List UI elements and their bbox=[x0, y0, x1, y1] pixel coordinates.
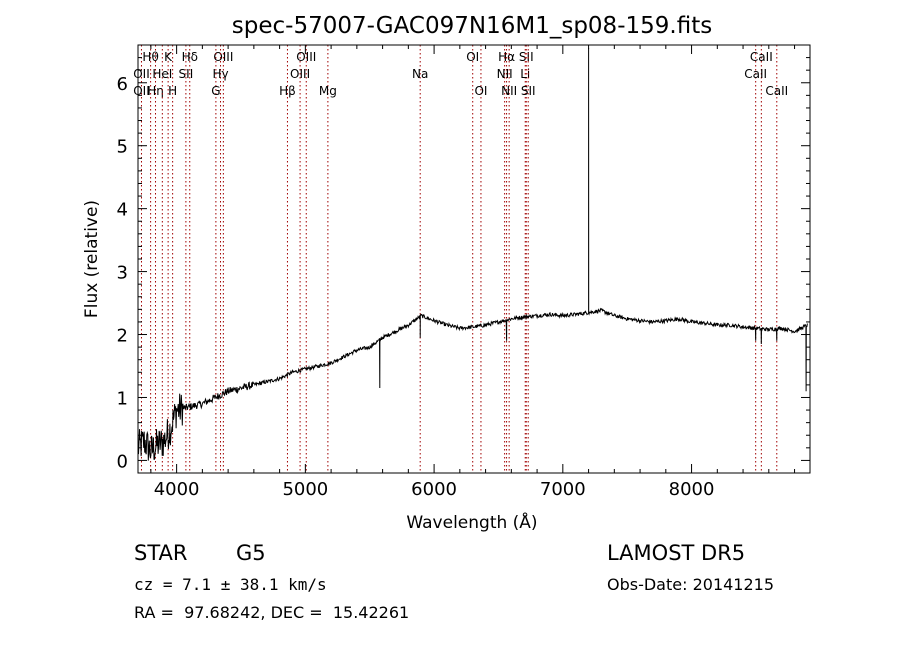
spectral-line-label: Li bbox=[520, 67, 530, 81]
y-tick-label: 3 bbox=[117, 263, 128, 284]
spectral-line-label: CaII bbox=[750, 50, 773, 64]
x-tick-label: 4000 bbox=[154, 479, 200, 500]
x-tick-label: 6000 bbox=[411, 479, 457, 500]
plot-frame bbox=[137, 44, 811, 474]
spectral-line-label: Hδ bbox=[182, 50, 198, 64]
spectral-line-label: K bbox=[164, 50, 173, 64]
object-type: STAR bbox=[134, 541, 188, 565]
x-axis-label: Wavelength (Å) bbox=[406, 511, 537, 533]
chart-title: spec-57007-GAC097N16M1_sp08-159.fits bbox=[232, 13, 712, 39]
radec-line: RA = 97.68242, DEC = 15.42261 bbox=[134, 603, 410, 622]
y-axis-ticks: 0 1 2 3 4 5 6 bbox=[117, 57, 810, 472]
spectral-line-label: CaII bbox=[744, 67, 767, 81]
spectrum-line bbox=[137, 48, 808, 461]
spectral-line-label: SII bbox=[521, 84, 536, 98]
spectral-line-label: OI bbox=[466, 50, 479, 64]
spectral-line-label: OI bbox=[474, 84, 487, 98]
spectral-line-label: Hη bbox=[147, 84, 164, 98]
spectral-line-label: Hβ bbox=[279, 84, 296, 98]
spectral-line-label: OIII bbox=[296, 50, 316, 64]
survey-name: LAMOST DR5 bbox=[607, 541, 746, 565]
y-tick-label: 1 bbox=[117, 388, 128, 409]
spectral-line-label: SII bbox=[519, 50, 534, 64]
x-tick-label: 5000 bbox=[282, 479, 328, 500]
spectral-line-label: NII bbox=[501, 84, 517, 98]
y-axis-label: Flux (relative) bbox=[82, 200, 102, 318]
spectral-line-label: OII bbox=[133, 84, 150, 98]
redshift-line: cz = 7.1 ± 38.1 km/s bbox=[134, 575, 327, 594]
y-tick-label: 4 bbox=[117, 200, 128, 221]
x-tick-label: 7000 bbox=[540, 479, 586, 500]
spectral-line-label: OIII bbox=[290, 67, 310, 81]
spectral-line-label: Na bbox=[412, 67, 428, 81]
spectral-line-label: H bbox=[168, 84, 177, 98]
subclass: G5 bbox=[236, 541, 266, 565]
spectral-line-label: G bbox=[211, 84, 220, 98]
spectral-line-label: Hα bbox=[498, 50, 515, 64]
spectrum-series bbox=[137, 48, 808, 461]
x-axis-ticks: 4000 5000 6000 7000 8000 bbox=[150, 45, 796, 500]
y-tick-label: 0 bbox=[117, 451, 128, 472]
spectral-line-label: OIII bbox=[213, 50, 233, 64]
x-tick-label: 8000 bbox=[669, 479, 715, 500]
obs-date-line: Obs-Date: 20141215 bbox=[607, 575, 775, 594]
spectral-line-label: NII bbox=[497, 67, 513, 81]
y-tick-label: 2 bbox=[117, 326, 128, 347]
spectral-line-label: CaII bbox=[765, 84, 788, 98]
y-tick-label: 5 bbox=[117, 137, 128, 158]
spectral-line-label: OII bbox=[133, 67, 150, 81]
spectral-line-label: Hθ bbox=[142, 50, 158, 64]
spectral-line-label: HeI bbox=[152, 67, 172, 81]
spectral-line-label: Hγ bbox=[212, 67, 228, 81]
y-tick-label: 6 bbox=[117, 74, 128, 95]
spectral-line-label: SII bbox=[179, 67, 194, 81]
spectral-line-label: Mg bbox=[319, 84, 337, 98]
